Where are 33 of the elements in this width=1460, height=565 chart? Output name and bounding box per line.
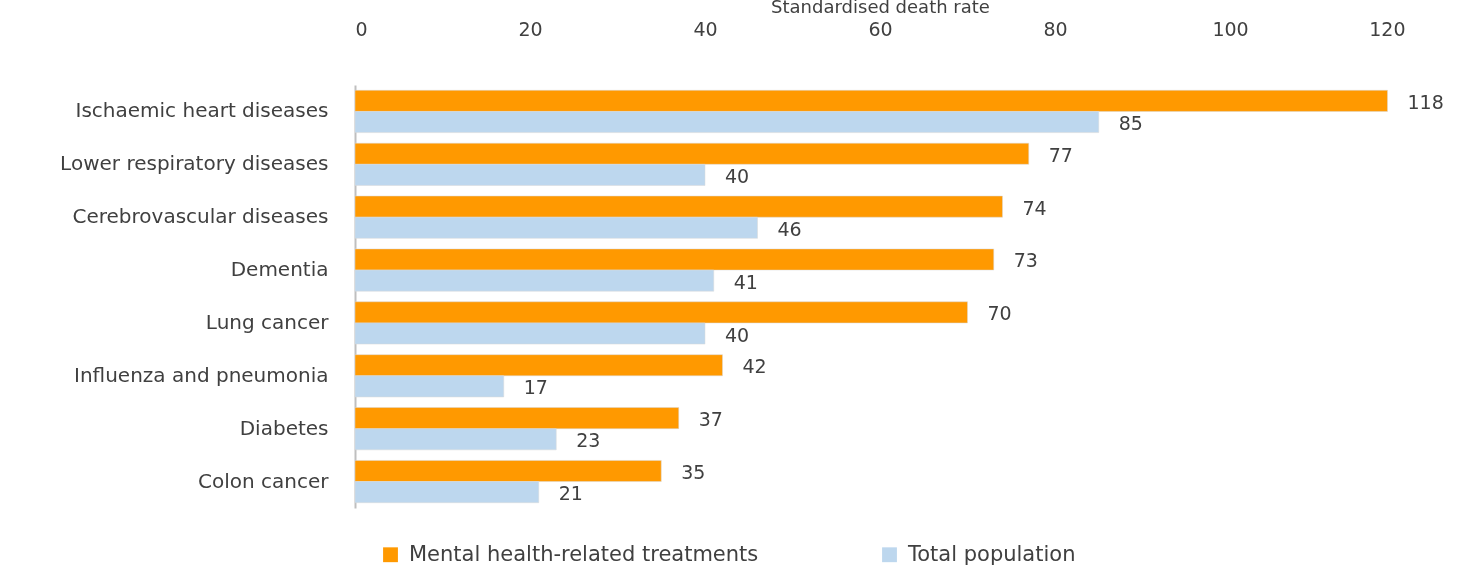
data-label: 37 bbox=[698, 408, 723, 431]
y-tick-label: Diabetes bbox=[239, 415, 329, 440]
data-label: 40 bbox=[725, 323, 750, 346]
data-label: 74 bbox=[1022, 196, 1047, 219]
y-tick-label: Lung cancer bbox=[205, 309, 330, 334]
y-tick-label: Colon cancer bbox=[198, 468, 330, 493]
data-label: 42 bbox=[742, 355, 767, 378]
data-label: 73 bbox=[1013, 249, 1038, 272]
data-label: 23 bbox=[576, 429, 601, 452]
x-tick-label: 120 bbox=[1369, 17, 1406, 40]
x-tick-label: 20 bbox=[518, 17, 543, 40]
y-tick-label: Dementia bbox=[230, 257, 329, 282]
y-tick-label: Influenza and pneumonia bbox=[74, 362, 329, 387]
data-label: 85 bbox=[1118, 112, 1143, 135]
data-label: 118 bbox=[1407, 90, 1444, 113]
x-tick-label: 80 bbox=[1043, 17, 1068, 40]
x-tick-label: 60 bbox=[868, 17, 893, 40]
data-label: 17 bbox=[523, 376, 548, 399]
data-label: 70 bbox=[987, 302, 1012, 325]
y-tick-label: Lower respiratory diseases bbox=[60, 151, 329, 176]
data-label: 21 bbox=[558, 482, 583, 505]
data-label: 41 bbox=[733, 270, 758, 293]
y-tick-label: Cerebrovascular diseases bbox=[72, 204, 329, 229]
data-label: 46 bbox=[777, 217, 802, 240]
data-label: 77 bbox=[1048, 143, 1073, 166]
x-tick-label: 100 bbox=[1212, 17, 1249, 40]
legend-label: Total population bbox=[907, 541, 1076, 565]
y-tick-label: Ischaemic heart diseases bbox=[75, 98, 329, 123]
data-label: 35 bbox=[681, 460, 706, 483]
legend-label: Mental health-related treatments bbox=[409, 541, 759, 565]
x-tick-label: 0 bbox=[355, 17, 368, 40]
data-label: 40 bbox=[725, 164, 750, 187]
x-tick-label: 40 bbox=[693, 17, 718, 40]
